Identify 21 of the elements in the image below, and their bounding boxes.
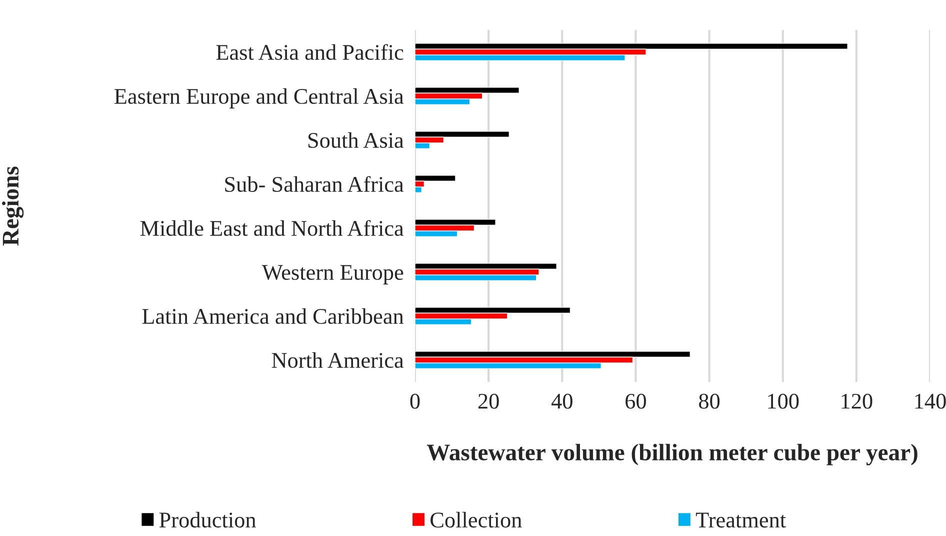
x-tick-label: 100 xyxy=(768,394,799,409)
y-tick-label: Middle East and North Africa xyxy=(140,220,404,236)
x-tick-label: 120 xyxy=(842,394,872,409)
legend-label: Treatment xyxy=(696,512,786,528)
y-tick-label: East Asia and Pacific xyxy=(216,44,404,60)
y-tick-label: North America xyxy=(272,352,404,368)
x-axis-title: Wastewater volume (billion meter cube per year) xyxy=(426,444,918,466)
y-tick-label: Eastern Europe and Central Asia xyxy=(114,88,404,108)
x-tick-label: 0 xyxy=(410,394,420,409)
y-tick-label: South Asia xyxy=(308,132,404,148)
legend-label: Collection xyxy=(430,512,522,528)
legend-label: Production xyxy=(159,512,256,528)
y-axis-title: Regions xyxy=(2,166,24,246)
y-tick-label: Latin America and Caribbean xyxy=(142,308,404,324)
x-tick-label: 140 xyxy=(915,394,946,409)
x-tick-label: 40 xyxy=(551,394,572,409)
x-tick-label: 60 xyxy=(626,394,646,409)
y-tick-label: Western Europe xyxy=(262,265,404,284)
y-tick-label: Sub- Saharan Africa xyxy=(225,176,404,192)
x-tick-label: 80 xyxy=(699,394,720,409)
x-tick-label: 20 xyxy=(478,394,499,409)
